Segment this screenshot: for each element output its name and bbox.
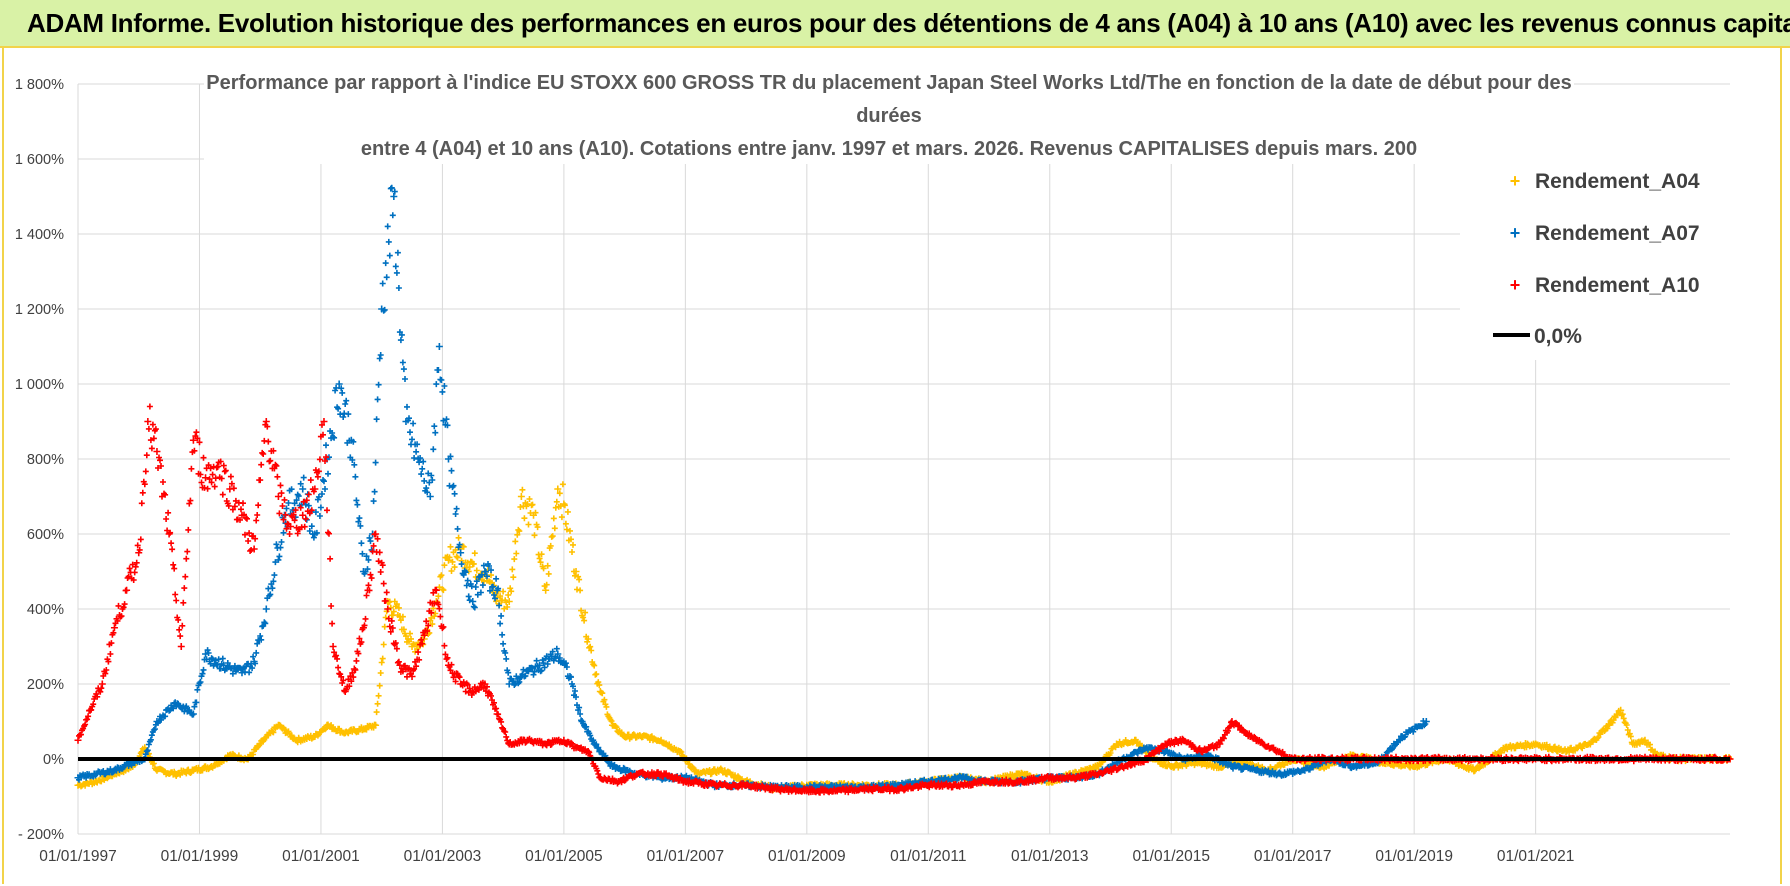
data-point [329,643,337,650]
data-point [262,605,270,613]
chart-title-line-1: Performance par rapport à l'indice EU ST… [206,72,1571,94]
legend-background [1460,155,1730,360]
y-tick-label: 1 600% [15,152,64,168]
data-point [426,493,434,500]
y-axis-ticks: - 200% 0% 200% 400% 600% 800% 1 000% 1 200% 1 40… [15,77,64,843]
data-point [202,474,210,482]
x-tick-label: 01/01/2005 [525,848,603,865]
data-point [153,448,161,455]
report-banner: ADAM Informe. Evolution historique des p… [0,0,1790,48]
title-background [204,66,1574,164]
legend-label-a10: Rendement_A10 [1535,274,1700,297]
data-point [177,643,185,650]
chart-frame [2,48,1782,884]
y-tick-label: 1 000% [15,377,64,393]
legend-label-a04: Rendement_A04 [1535,170,1700,193]
chart-title-line-2: durées [856,105,922,127]
data-point [435,343,443,350]
data-point-cloud [76,184,1429,793]
data-point [350,665,358,673]
data-point [384,605,392,613]
x-tick-label: 01/01/2003 [404,848,482,865]
legend-entry-a10: + Rendement_A10 [1510,274,1700,297]
data-point [390,193,398,200]
legend-label-zero: 0,0% [1534,325,1582,348]
y-tick-label: 400% [27,602,64,618]
x-tick-label: 01/01/2021 [1497,848,1575,865]
x-tick-label: 01/01/2019 [1375,848,1453,865]
y-tick-label: 200% [27,677,64,693]
series-a07 [74,184,1430,793]
data-point [542,586,550,594]
data-point [98,680,106,688]
y-tick-label: 600% [27,527,64,543]
x-tick-label: 01/01/2011 [890,848,966,865]
data-point [274,493,282,500]
y-tick-label: 0% [43,752,64,768]
data-point [189,436,197,444]
data-series [74,184,1734,796]
data-point [110,624,118,632]
data-point [335,380,343,388]
series-a04 [74,481,1734,794]
x-tick-label: 01/01/2009 [768,848,846,865]
y-tick-label: 1 400% [15,227,64,243]
chart-legend: + Rendement_A04 + Rendement_A07 + Rendem… [1460,155,1730,360]
x-tick-label: 01/01/2017 [1254,848,1332,865]
chart-title-box: Performance par rapport à l'indice EU ST… [204,66,1574,164]
legend-entry-a04: + Rendement_A04 [1510,170,1700,193]
legend-marker-a10: + [1510,275,1521,295]
data-point-cloud [76,481,1732,794]
x-tick-label: 01/01/1999 [161,848,239,865]
y-tick-label: 800% [27,452,64,468]
data-point [74,736,82,744]
data-point [165,530,173,538]
chart-title-line-3: entre 4 (A04) et 10 ans (A10). Cotations… [361,138,1417,160]
report-title: ADAM Informe. Evolution historique des p… [27,8,1790,38]
legend-entry-a07: + Rendement_A07 [1510,222,1700,245]
y-tick-label: - 200% [18,827,64,843]
data-point [517,493,525,500]
x-tick-label: 01/01/2007 [647,848,725,865]
x-tick-label: 01/01/1997 [39,848,117,865]
x-tick-label: 01/01/2013 [1011,848,1089,865]
data-point [554,485,562,493]
data-point [299,511,307,519]
legend-entry-zero: 0,0% [1493,325,1582,348]
y-tick-label: 1 200% [15,302,64,318]
y-tick-label: 1 800% [15,77,64,93]
data-point [299,485,307,493]
series-a10 [74,403,1734,796]
legend-marker-a04: + [1510,171,1521,191]
data-point [320,418,328,425]
legend-label-a07: Rendement_A07 [1535,222,1700,245]
data-point [262,418,270,425]
x-tick-label: 01/01/2001 [282,848,360,865]
data-point [457,549,465,557]
x-tick-label: 01/01/2015 [1132,848,1210,865]
legend-marker-a07: + [1510,223,1521,243]
x-axis-ticks: 01/01/1997 01/01/1999 01/01/2001 01/01/2003… [39,848,1574,865]
data-point-cloud [76,403,1732,796]
data-point [144,418,152,425]
